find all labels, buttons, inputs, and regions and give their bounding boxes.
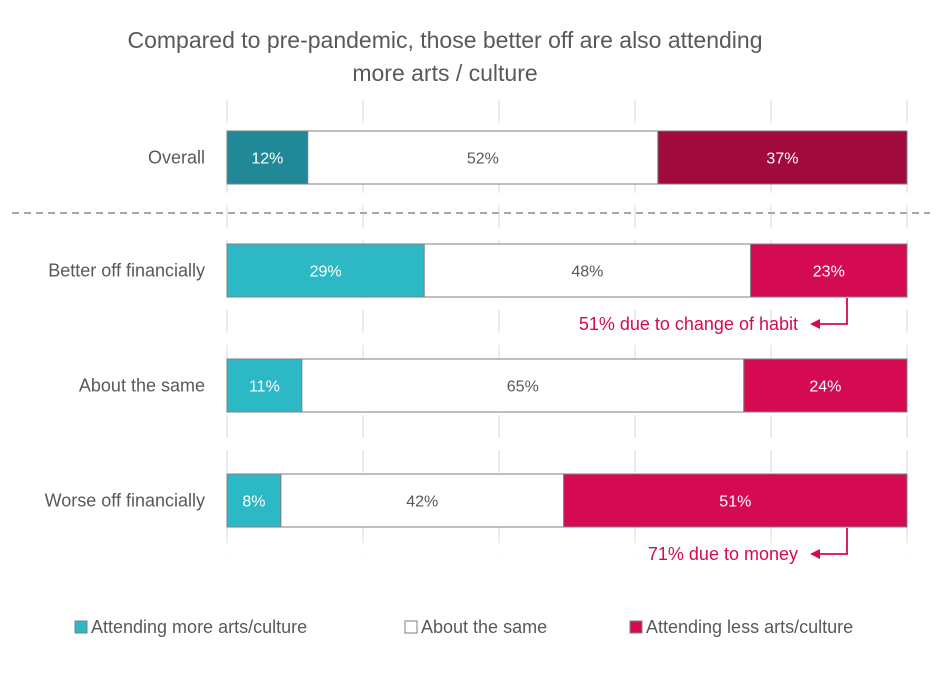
- category-label: Better off financially: [48, 261, 205, 281]
- annotation-arrowhead: [810, 319, 820, 329]
- bar-segment-attending-less-arts-culture: [563, 473, 908, 528]
- legend: Attending more arts/culture About the sam…: [74, 617, 853, 637]
- legend-label: About the same: [421, 617, 547, 637]
- bar-segment-attending-more-arts-culture: [226, 130, 309, 185]
- data-label: 51%: [719, 494, 751, 511]
- annotation-text: 51% due to change of habit: [579, 314, 798, 334]
- legend-swatch-attending-more-arts-culture: [74, 620, 88, 634]
- legend-label: Attending less arts/culture: [646, 617, 853, 637]
- bar-segment-attending-less-arts-culture: [743, 358, 908, 413]
- data-label: 8%: [242, 494, 265, 511]
- chart-title-line-2: more arts / culture: [352, 60, 537, 86]
- data-label: 65%: [507, 379, 539, 396]
- bar-segment-attending-less-arts-culture: [657, 130, 908, 185]
- bar-segment-about-the-same: [423, 243, 752, 298]
- bar-segment-attending-more-arts-culture: [226, 358, 303, 413]
- bar-segment-about-the-same: [307, 130, 659, 185]
- data-label: 42%: [406, 494, 438, 511]
- legend-label: Attending more arts/culture: [91, 617, 307, 637]
- data-label: 37%: [766, 151, 798, 168]
- annotation-connector: [818, 528, 848, 555]
- annotation-text: 71% due to money: [648, 544, 798, 564]
- category-label: Overall: [148, 148, 205, 168]
- data-label: 11%: [249, 379, 280, 396]
- bar-segment-attending-more-arts-culture: [226, 473, 282, 528]
- category-label: About the same: [79, 376, 205, 396]
- bar-segment-attending-less-arts-culture: [750, 243, 908, 298]
- legend-swatch-about-the-same: [404, 620, 418, 634]
- bar-segment-about-the-same: [301, 358, 745, 413]
- data-label: 12%: [251, 151, 283, 168]
- data-label: 52%: [467, 151, 499, 168]
- annotation-connector: [818, 298, 848, 325]
- bar-segment-attending-more-arts-culture: [226, 243, 425, 298]
- data-label: 48%: [571, 264, 603, 281]
- annotations-group: 51% due to change of habit 71% due to mon…: [579, 298, 848, 564]
- data-label: 23%: [813, 264, 845, 281]
- data-label: 29%: [310, 264, 342, 281]
- annotation-arrowhead: [810, 549, 820, 559]
- data-label: 24%: [809, 379, 841, 396]
- legend-swatch-attending-less-arts-culture: [629, 620, 643, 634]
- bars-group: Overall 12% 52% 37% Better off financially 29…: [45, 130, 908, 528]
- category-label: Worse off financially: [45, 491, 205, 511]
- chart-title-line-1: Compared to pre-pandemic, those better o…: [127, 27, 762, 53]
